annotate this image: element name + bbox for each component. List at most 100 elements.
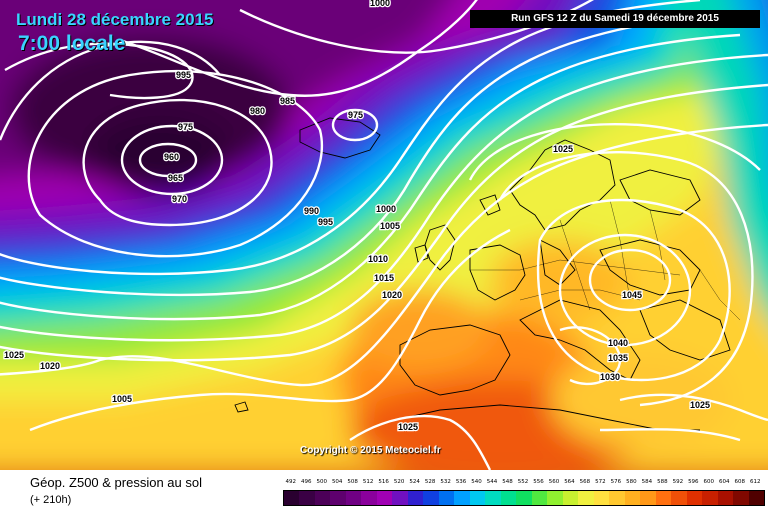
legend-subtitle: (+ 210h): [30, 494, 72, 506]
isobar-label: 960: [164, 152, 179, 162]
isobar-label: 990: [304, 206, 319, 216]
scale-label: 608: [734, 479, 746, 485]
borders: [470, 199, 741, 321]
scale-label: 560: [548, 479, 560, 485]
scale-swatch: [671, 491, 687, 505]
isobar-label: 1005: [380, 221, 400, 231]
scale-label: 512: [362, 479, 374, 485]
isobar-label: 1020: [382, 290, 402, 300]
isobar-label: 1030: [600, 372, 620, 382]
scale-label: 580: [626, 479, 637, 485]
scale-label: 600: [703, 479, 715, 485]
scale-swatch: [330, 491, 346, 505]
scale-swatch: [578, 491, 594, 505]
isobar-label: 980: [250, 106, 265, 116]
isobar-label: 1040: [608, 338, 628, 348]
isobars: [0, 0, 768, 470]
scale-label: 520: [393, 479, 405, 485]
scale-swatch: [516, 491, 532, 505]
scale-swatch: [655, 491, 672, 505]
isobar-label: 970: [172, 194, 187, 204]
scale-swatch: [717, 491, 734, 505]
scale-label: 572: [595, 479, 606, 485]
scale-swatch: [407, 491, 424, 505]
scale-swatch: [500, 491, 517, 505]
scale-labels: 492 496 500 504 508 512 516 520 524 528 532 536 540 5…: [283, 479, 763, 489]
scale-label: 612: [750, 479, 761, 485]
weather-map: 1000 995 985 980 975 975 960 965 970 990…: [0, 0, 768, 470]
scale-swatch: [469, 491, 486, 505]
isobar-label: 975: [178, 122, 193, 132]
scale-swatch: [485, 491, 501, 505]
scale-label: 516: [378, 479, 389, 485]
scale-label: 584: [641, 479, 653, 485]
scale-swatch: [531, 491, 548, 505]
scale-label: 528: [424, 479, 436, 485]
scale-label: 540: [471, 479, 482, 485]
scale-label: 552: [517, 479, 529, 485]
isobar-label: 1000: [376, 204, 396, 214]
scale-swatch: [640, 491, 656, 505]
isobar-label: 1035: [608, 353, 628, 363]
run-info: Run GFS 12 Z du Samedi 19 décembre 2015: [470, 10, 760, 28]
scale-label: 500: [316, 479, 327, 485]
scale-swatch: [284, 491, 300, 505]
scale-swatch: [454, 491, 470, 505]
isobar-label: 1025: [690, 400, 710, 410]
scale-swatch: [593, 491, 610, 505]
isobar-label: 995: [176, 70, 191, 80]
scale-swatch: [547, 491, 563, 505]
scale-label: 564: [564, 479, 575, 485]
map-canvas: 1000 995 985 980 975 975 960 965 970 990…: [0, 0, 768, 470]
isobar-label: 1025: [398, 422, 418, 432]
scale-label: 536: [455, 479, 467, 485]
scale-label: 604: [719, 479, 730, 485]
scale-swatch: [392, 491, 408, 505]
isobar-label: 1000: [370, 0, 390, 8]
scale-label: 556: [533, 479, 544, 485]
isobar-label: 1025: [553, 144, 573, 154]
color-scale: [283, 490, 765, 506]
legend-title: Géop. Z500 & pression au sol: [30, 475, 202, 490]
scale-swatch: [299, 491, 315, 505]
isobar-label: 1025: [4, 350, 24, 360]
scale-label: 504: [331, 479, 343, 485]
isobar-label: 1010: [368, 254, 388, 264]
forecast-time: 7:00 locale: [18, 32, 126, 55]
scale-swatch: [345, 491, 362, 505]
scale-label: 576: [610, 479, 622, 485]
copyright: Copyright © 2015 Meteociel.fr: [300, 445, 441, 456]
scale-label: 532: [440, 479, 451, 485]
scale-swatch: [748, 491, 765, 505]
scale-swatch: [314, 491, 331, 505]
isobar-labels: 1000 995 985 980 975 975 960 965 970 990…: [3, 0, 712, 433]
scale-swatch: [609, 491, 625, 505]
scale-label: 548: [502, 479, 513, 485]
scale-swatch: [624, 491, 641, 505]
isobar-label: 995: [318, 217, 333, 227]
scale-label: 524: [409, 479, 420, 485]
scale-label: 568: [579, 479, 591, 485]
isobar-label: 1015: [374, 273, 394, 283]
legend-footer: Géop. Z500 & pression au sol (+ 210h) 49…: [0, 470, 768, 512]
isobar-label: 975: [348, 110, 363, 120]
scale-swatch: [376, 491, 393, 505]
scale-label: 588: [657, 479, 668, 485]
isobar-label: 1045: [622, 290, 642, 300]
isobar-label: 1020: [40, 361, 60, 371]
scale-label: 492: [285, 479, 296, 485]
isobar-label: 985: [280, 96, 295, 106]
scale-swatch: [438, 491, 455, 505]
scale-swatch: [562, 491, 579, 505]
scale-label: 596: [688, 479, 699, 485]
scale-label: 592: [672, 479, 684, 485]
scale-swatch: [423, 491, 439, 505]
scale-swatch: [361, 491, 377, 505]
isobar-label: 1005: [112, 394, 132, 404]
scale-label: 544: [486, 479, 498, 485]
scale-label: 508: [347, 479, 358, 485]
isobar-label: 965: [168, 173, 183, 183]
forecast-date: Lundi 28 décembre 2015: [16, 10, 214, 29]
scale-label: 496: [300, 479, 312, 485]
scale-swatch: [702, 491, 718, 505]
